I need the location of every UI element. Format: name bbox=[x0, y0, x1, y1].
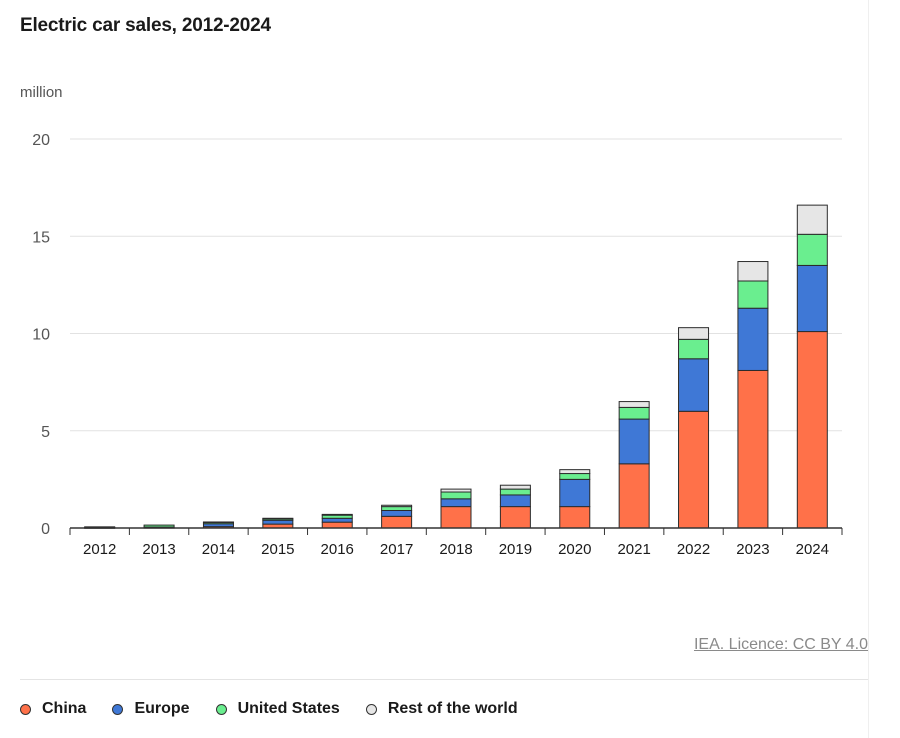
axes: 0 5 10 15 20 2012 2013 2014 2015 2016 2017 2018 2019… bbox=[32, 132, 843, 558]
legend-item-china[interactable]: China bbox=[20, 700, 86, 718]
bar-segment[interactable] bbox=[321, 513, 353, 516]
bar-segment[interactable] bbox=[440, 488, 472, 493]
bar-segment[interactable] bbox=[559, 506, 591, 529]
bar-segment[interactable] bbox=[262, 519, 294, 525]
legend: China Europe United States Rest of the w… bbox=[20, 700, 544, 718]
bar-segment[interactable] bbox=[618, 401, 650, 408]
panel-edge bbox=[868, 0, 869, 738]
x-tick-label: 2012 bbox=[83, 541, 116, 558]
legend-label-united-states: United States bbox=[237, 700, 340, 717]
bar-segment[interactable] bbox=[796, 233, 828, 266]
bar-segment[interactable] bbox=[202, 521, 234, 523]
legend-swatch-china bbox=[20, 703, 31, 715]
bar-segment[interactable] bbox=[381, 515, 413, 529]
stacked-bar-chart: 0 5 10 15 20 2012 2013 2014 2015 2016 2017 2018 2019… bbox=[32, 132, 843, 558]
bar-segment[interactable] bbox=[796, 264, 828, 333]
x-tick-label: 2022 bbox=[677, 541, 710, 558]
legend-item-rest-of-world[interactable]: Rest of the world bbox=[365, 700, 518, 718]
x-tick-label: 2023 bbox=[736, 541, 769, 558]
bar-segment[interactable] bbox=[737, 280, 769, 309]
y-axis-unit-label: million bbox=[20, 84, 63, 101]
x-tick-label: 2014 bbox=[202, 541, 235, 558]
bars bbox=[84, 204, 828, 529]
bar-segment[interactable] bbox=[440, 498, 472, 508]
bar-segment[interactable] bbox=[381, 504, 413, 508]
x-tick-label: 2018 bbox=[439, 541, 472, 558]
legend-divider bbox=[20, 679, 868, 680]
y-tick-label: 15 bbox=[32, 229, 50, 246]
y-tick-label: 20 bbox=[32, 132, 50, 149]
legend-swatch-rest-of-world bbox=[365, 703, 377, 715]
x-tick-label: 2021 bbox=[617, 541, 650, 558]
bar-segment[interactable] bbox=[440, 491, 472, 500]
gridlines bbox=[70, 138, 842, 432]
bar-segment[interactable] bbox=[499, 506, 531, 529]
bar-segment[interactable] bbox=[499, 484, 531, 490]
x-tick-label: 2019 bbox=[499, 541, 532, 558]
x-tick-label: 2017 bbox=[380, 541, 413, 558]
bar-segment[interactable] bbox=[262, 517, 294, 520]
x-tick-label: 2024 bbox=[796, 541, 829, 558]
legend-item-united-states[interactable]: United States bbox=[215, 700, 340, 718]
bar-segment[interactable] bbox=[559, 469, 591, 475]
bar-segment[interactable] bbox=[618, 463, 650, 529]
bar-segment[interactable] bbox=[499, 494, 531, 508]
y-tick-label: 0 bbox=[41, 521, 50, 538]
source-licence-link[interactable]: IEA. Licence: CC BY 4.0 bbox=[693, 636, 868, 653]
legend-item-europe[interactable]: Europe bbox=[112, 700, 190, 718]
bar-segment[interactable] bbox=[678, 358, 710, 412]
bar-segment[interactable] bbox=[678, 338, 710, 360]
x-tick-label: 2020 bbox=[558, 541, 591, 558]
bar-segment[interactable] bbox=[796, 204, 828, 235]
bar-segment[interactable] bbox=[737, 261, 769, 282]
bar-segment[interactable] bbox=[618, 418, 650, 465]
bar-segment[interactable] bbox=[796, 331, 828, 529]
legend-label-rest-of-world: Rest of the world bbox=[387, 700, 518, 717]
bar-segment[interactable] bbox=[559, 473, 591, 480]
x-tick-label: 2015 bbox=[261, 541, 294, 558]
chart-title: Electric car sales, 2012-2024 bbox=[20, 15, 271, 36]
legend-swatch-united-states bbox=[215, 703, 227, 715]
bar-segment[interactable] bbox=[678, 327, 710, 340]
bar-segment[interactable] bbox=[321, 521, 353, 529]
y-tick-label: 5 bbox=[41, 424, 50, 441]
bar-segment[interactable] bbox=[381, 506, 413, 511]
bar-segment[interactable] bbox=[618, 406, 650, 420]
bar-segment[interactable] bbox=[499, 488, 531, 496]
legend-label-china: China bbox=[42, 700, 87, 717]
bar-segment[interactable] bbox=[737, 307, 769, 371]
bar-segment[interactable] bbox=[143, 524, 175, 528]
x-tick-label: 2016 bbox=[321, 541, 354, 558]
bar-segment[interactable] bbox=[381, 509, 413, 517]
bar-segment[interactable] bbox=[737, 369, 769, 529]
bar-segment[interactable] bbox=[440, 506, 472, 529]
legend-swatch-europe bbox=[112, 703, 124, 715]
bar-segment[interactable] bbox=[678, 410, 710, 529]
y-tick-label: 10 bbox=[32, 327, 50, 344]
legend-label-europe: Europe bbox=[134, 700, 190, 717]
bar-segment[interactable] bbox=[559, 478, 591, 508]
x-tick-label: 2013 bbox=[142, 541, 175, 558]
bar-segment[interactable] bbox=[321, 517, 353, 523]
